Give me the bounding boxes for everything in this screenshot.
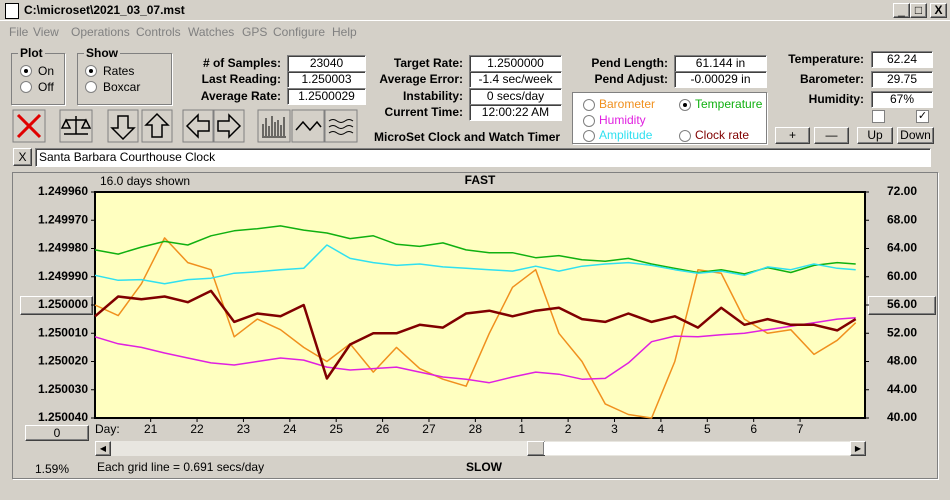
chart-panel bbox=[12, 172, 938, 479]
radio[interactable] bbox=[20, 81, 32, 93]
group-title: Plot bbox=[18, 46, 45, 60]
icon bbox=[328, 119, 354, 135]
menu-item[interactable]: Watches bbox=[188, 25, 235, 39]
status-value: 1.59% bbox=[35, 462, 70, 476]
close[interactable]: X bbox=[930, 3, 947, 18]
group-box bbox=[77, 53, 172, 105]
axis-box bbox=[868, 296, 936, 315]
field-value[interactable]: -0.00029 in bbox=[674, 71, 767, 88]
menu-item[interactable]: GPS bbox=[242, 25, 268, 39]
menu-item[interactable]: Help bbox=[332, 25, 357, 39]
button[interactable]: 0 bbox=[25, 425, 89, 441]
icon bbox=[262, 116, 286, 138]
radio[interactable] bbox=[85, 81, 97, 93]
radio-dot bbox=[24, 69, 28, 73]
field-value[interactable]: 67% bbox=[871, 91, 933, 108]
menu-item[interactable]: Controls bbox=[136, 25, 181, 39]
element bbox=[107, 109, 139, 143]
field-label: Target Rate: bbox=[393, 56, 463, 70]
window-title: C:\microset\2021_03_07.mst bbox=[24, 3, 185, 17]
element bbox=[291, 109, 325, 143]
field-label: # of Samples: bbox=[202, 56, 281, 70]
app-icon bbox=[5, 3, 19, 19]
legend-label: Barometer bbox=[599, 97, 656, 111]
field-value[interactable]: 1.250003 bbox=[287, 71, 366, 88]
icon bbox=[110, 115, 136, 141]
field-value[interactable]: 62.24 bbox=[871, 51, 933, 68]
radio-label: On bbox=[38, 64, 55, 78]
scroll-thumb[interactable] bbox=[527, 441, 545, 456]
minimize[interactable]: _ bbox=[893, 3, 910, 18]
group-title: Show bbox=[84, 46, 120, 60]
field-value[interactable]: -1.4 sec/week bbox=[469, 71, 562, 88]
icon bbox=[185, 113, 210, 139]
scroll-track bbox=[544, 442, 850, 455]
field-label: Average Rate: bbox=[200, 89, 281, 103]
radio-dot bbox=[683, 103, 687, 107]
legend-label: Temperature bbox=[695, 97, 763, 111]
button[interactable]: Down bbox=[897, 127, 934, 144]
radio-dot bbox=[89, 69, 93, 73]
checkbox[interactable]: ✓ bbox=[916, 110, 929, 123]
field-label: Temperature: bbox=[788, 52, 864, 66]
legend-label: Humidity bbox=[599, 113, 646, 127]
radio-label: Off bbox=[38, 80, 54, 94]
legend-box bbox=[572, 92, 767, 144]
radio-label: Rates bbox=[103, 64, 135, 78]
title-bar bbox=[0, 0, 950, 21]
field-value[interactable]: 1.2500029 bbox=[287, 88, 366, 105]
menu-item[interactable]: View bbox=[33, 25, 59, 39]
radio[interactable] bbox=[679, 130, 691, 142]
field-label: Last Reading: bbox=[201, 72, 281, 86]
field-label: Pend Adjust: bbox=[594, 72, 668, 86]
app-name: MicroSet Clock and Watch Timer bbox=[374, 130, 561, 144]
radio-label: Boxcar bbox=[103, 80, 141, 94]
field-label: Pend Length: bbox=[591, 56, 668, 70]
field-label: Average Error: bbox=[379, 72, 463, 86]
field-value[interactable]: 61.144 in bbox=[674, 55, 767, 72]
icon bbox=[217, 113, 242, 139]
field-label: Humidity: bbox=[808, 92, 864, 106]
field-label: Barometer: bbox=[799, 72, 864, 86]
radio[interactable] bbox=[583, 130, 595, 142]
field-value[interactable]: 29.75 bbox=[871, 71, 933, 88]
field-label: Current Time: bbox=[384, 105, 463, 119]
icon bbox=[295, 120, 322, 132]
button[interactable]: — bbox=[814, 127, 849, 144]
toolbar bbox=[12, 109, 358, 143]
icon bbox=[16, 113, 42, 139]
button[interactable]: + bbox=[775, 127, 810, 144]
menu-item[interactable]: Operations bbox=[71, 25, 130, 39]
menu-item[interactable]: Configure bbox=[273, 25, 326, 39]
radio[interactable] bbox=[583, 115, 595, 127]
field-label: Instability: bbox=[402, 89, 463, 103]
radio[interactable] bbox=[583, 99, 595, 111]
scroll-right[interactable]: ▶ bbox=[850, 441, 866, 456]
axis-box bbox=[20, 296, 93, 315]
icon bbox=[144, 112, 170, 138]
clock-name-input[interactable]: Santa Barbara Courthouse Clock bbox=[35, 148, 931, 167]
icon bbox=[60, 116, 92, 135]
field-value[interactable]: 12:00:22 AM bbox=[469, 104, 562, 121]
legend-label: Clock rate bbox=[695, 128, 750, 142]
button[interactable]: Up bbox=[857, 127, 893, 144]
field-value[interactable]: 0 secs/day bbox=[469, 88, 562, 105]
checkbox[interactable] bbox=[872, 110, 885, 123]
legend-label: Amplitude bbox=[599, 128, 653, 142]
toolbar-buttons[interactable] bbox=[12, 109, 358, 143]
button[interactable]: X bbox=[13, 148, 32, 166]
menu-item[interactable]: File bbox=[9, 25, 29, 39]
maximize[interactable]: □ bbox=[910, 3, 927, 18]
scroll-left[interactable]: ◀ bbox=[95, 441, 111, 456]
